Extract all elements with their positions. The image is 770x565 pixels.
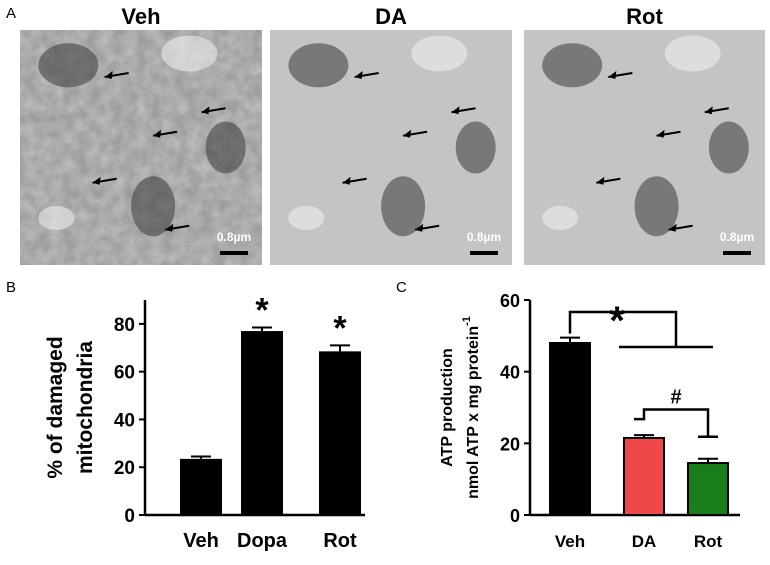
organelle <box>634 176 679 237</box>
arrow-head <box>403 129 412 138</box>
panel-label: A <box>6 5 16 22</box>
y-axis-label: ATP production <box>439 348 456 467</box>
organelle <box>664 35 721 72</box>
organelle <box>542 43 603 88</box>
arrow-head <box>153 129 162 138</box>
x-tick-label: DA <box>632 532 657 551</box>
comparison-bracket <box>568 310 713 349</box>
arrow-head <box>165 223 174 232</box>
y-tick-label: 40 <box>114 410 135 431</box>
organelle <box>205 121 246 174</box>
arrow-head <box>451 106 460 115</box>
organelle <box>161 35 218 72</box>
bar <box>180 458 222 515</box>
arrow-head <box>704 106 713 115</box>
organelle <box>38 43 99 88</box>
arrow-head <box>596 176 605 185</box>
arrow-head <box>354 71 363 79</box>
arrow-head <box>415 223 424 232</box>
arrow-head <box>201 106 210 115</box>
arrow-head <box>342 176 351 185</box>
bar <box>319 351 361 515</box>
bar <box>687 462 729 516</box>
significance-mark: * <box>333 309 347 347</box>
organelle <box>455 121 496 174</box>
organelle <box>381 176 426 237</box>
y-tick-label: 80 <box>114 315 135 336</box>
arrow-head <box>668 223 677 232</box>
y-tick-label: 20 <box>114 458 135 479</box>
error-bar <box>634 434 654 438</box>
image-title: DA <box>375 4 407 29</box>
y-tick-label: 60 <box>114 363 135 384</box>
significance-mark: * <box>255 291 269 329</box>
arrow-head <box>104 71 113 79</box>
y-tick-label: 0 <box>124 506 135 527</box>
organelle <box>411 35 468 72</box>
comparison-label: # <box>670 387 681 409</box>
y-axis-label: nmol ATP x mg protein-1 <box>461 316 482 499</box>
x-tick-label: Veh <box>183 530 219 552</box>
bar <box>241 331 283 515</box>
x-tick-label: Rot <box>694 532 723 551</box>
y-tick-label: 0 <box>510 506 520 526</box>
y-axis-label: % of damaged <box>44 336 67 478</box>
organelle <box>131 176 176 237</box>
comparison-label: * <box>609 299 625 343</box>
arrow-head <box>656 129 665 138</box>
scale-bar-label: 0.8µm <box>217 230 251 244</box>
x-tick-label: Rot <box>323 530 357 552</box>
panel-label: B <box>6 279 16 296</box>
error-bar <box>698 457 718 464</box>
bar <box>623 436 665 517</box>
organelle <box>708 121 749 174</box>
scale-bar-label: 0.8µm <box>467 230 501 244</box>
comparison-bracket <box>634 408 718 438</box>
organelle <box>38 206 75 230</box>
organelle <box>288 43 349 88</box>
image-title: Rot <box>626 4 663 29</box>
error-bar <box>191 455 211 459</box>
panel-label: C <box>396 279 407 296</box>
y-tick-label: 20 <box>500 434 520 454</box>
y-tick-label: 60 <box>500 291 520 311</box>
x-tick-label: Dopa <box>237 530 288 552</box>
error-bar <box>560 336 580 343</box>
scale-bar-label: 0.8µm <box>720 230 754 244</box>
y-axis-label-superscript: -1 <box>461 316 473 326</box>
arrow-head <box>608 71 617 79</box>
image-title: Veh <box>121 4 160 29</box>
arrow-head <box>92 176 101 185</box>
error-bar <box>252 326 272 332</box>
organelle <box>542 206 579 230</box>
error-bar <box>330 344 350 352</box>
y-axis-label: mitochondria <box>74 341 97 474</box>
organelle <box>288 206 325 230</box>
bar <box>549 342 591 516</box>
x-tick-label: Veh <box>555 532 585 551</box>
y-tick-label: 40 <box>500 363 520 383</box>
